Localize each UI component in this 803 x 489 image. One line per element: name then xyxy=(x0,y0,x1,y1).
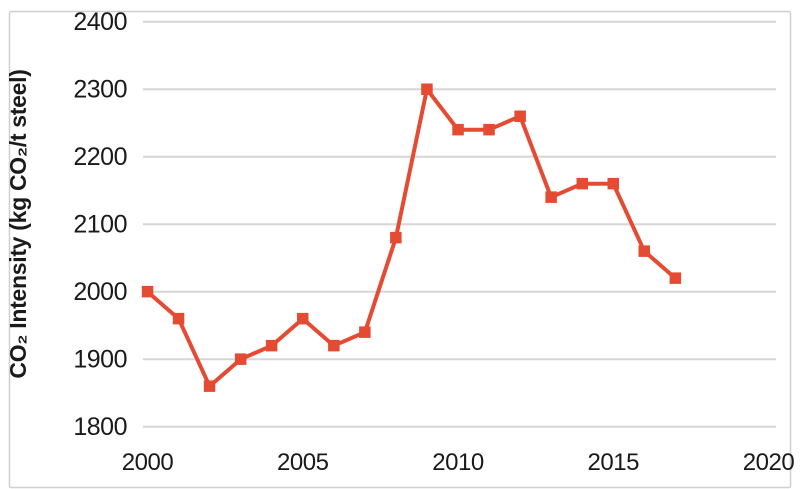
series-markers xyxy=(141,83,682,392)
y-tick-label-1800: 1800 xyxy=(73,413,127,441)
x-tick-label-2015: 2015 xyxy=(588,449,640,476)
y-tick-label-2200: 2200 xyxy=(73,143,127,171)
y-tick-label-2400: 2400 xyxy=(73,8,127,36)
chart-border xyxy=(8,10,792,489)
data-point-2005 xyxy=(297,312,309,325)
x-tick-label-2000: 2000 xyxy=(122,449,174,476)
data-point-2017 xyxy=(669,272,682,284)
gridlines xyxy=(143,20,776,428)
data-point-2014 xyxy=(576,177,588,190)
data-point-2016 xyxy=(638,245,650,257)
data-point-2011 xyxy=(483,123,495,136)
data-point-2002 xyxy=(203,380,216,392)
y-tick-label-1900: 1900 xyxy=(73,346,127,374)
x-tick-label-2005: 2005 xyxy=(277,449,329,476)
series-line xyxy=(145,87,678,389)
data-point-2012 xyxy=(514,110,526,122)
x-tick-label-2020: 2020 xyxy=(743,449,795,476)
y-axis-title: CO₂ Intensity (kg CO₂/t steel) xyxy=(5,69,31,378)
y-axis-tick-labels: 1800 1900 2000 2100 2200 2300 2400 xyxy=(73,8,127,441)
data-point-2001 xyxy=(172,312,185,325)
data-point-2015 xyxy=(607,177,619,190)
data-point-2004 xyxy=(265,339,278,352)
data-point-2006 xyxy=(328,339,340,352)
y-tick-label-2100: 2100 xyxy=(73,211,127,239)
x-tick-label-2010: 2010 xyxy=(432,449,484,476)
data-point-2008 xyxy=(390,231,402,244)
y-tick-label-2300: 2300 xyxy=(73,76,127,104)
data-point-2013 xyxy=(545,191,557,203)
data-point-2010 xyxy=(452,123,464,136)
y-tick-label-2000: 2000 xyxy=(73,278,127,306)
x-axis-tick-labels: 2000 2005 2010 2015 2020 xyxy=(122,449,795,476)
data-point-2007 xyxy=(359,326,371,338)
data-point-2003 xyxy=(234,353,247,365)
data-point-2000 xyxy=(141,285,154,298)
data-point-2009 xyxy=(421,83,433,95)
data-series xyxy=(141,83,682,392)
